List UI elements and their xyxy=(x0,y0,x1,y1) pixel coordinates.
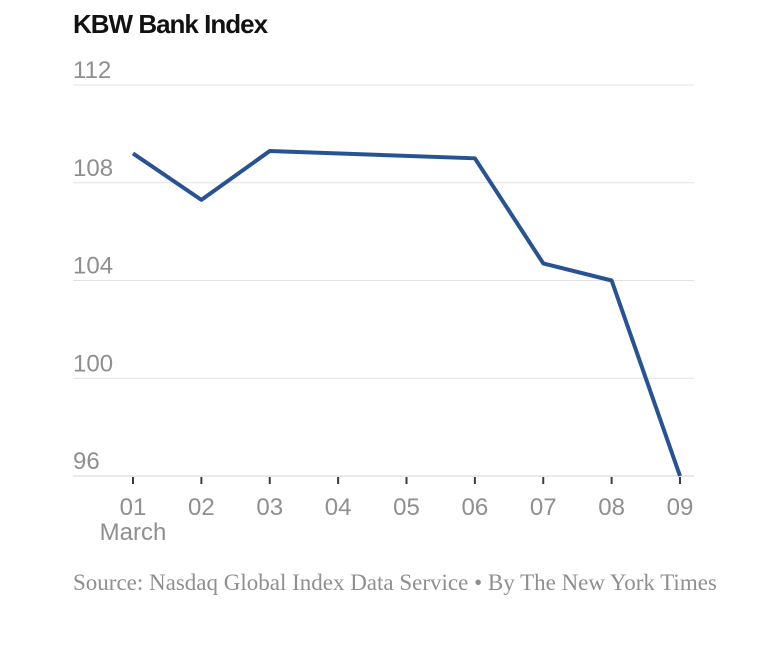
chart-title: KBW Bank Index xyxy=(73,9,268,39)
y-tick-label: 112 xyxy=(73,57,111,84)
y-tick-label: 104 xyxy=(73,253,113,280)
x-tick-label: 06 xyxy=(462,494,489,521)
x-tick-label: 07 xyxy=(530,494,557,521)
x-tick-label: 01 xyxy=(120,494,147,521)
index-line xyxy=(131,148,682,477)
y-tick-label: 108 xyxy=(73,155,113,182)
source-note: Source: Nasdaq Global Index Data Service… xyxy=(73,570,717,595)
y-tick-label: 100 xyxy=(73,350,113,377)
month-label: March xyxy=(100,519,167,546)
x-tick-label: 09 xyxy=(667,494,694,521)
x-tick-label: 02 xyxy=(188,494,215,521)
line-chart: 96 100 104 108 112 01 02 03 04 05 06 07 08 09 March xyxy=(73,57,694,546)
x-tick-label: 04 xyxy=(325,494,352,521)
x-tick-label: 03 xyxy=(256,494,283,521)
y-tick-label: 96 xyxy=(73,448,100,475)
x-tick-label: 05 xyxy=(393,494,420,521)
x-tick-label: 08 xyxy=(598,494,625,521)
